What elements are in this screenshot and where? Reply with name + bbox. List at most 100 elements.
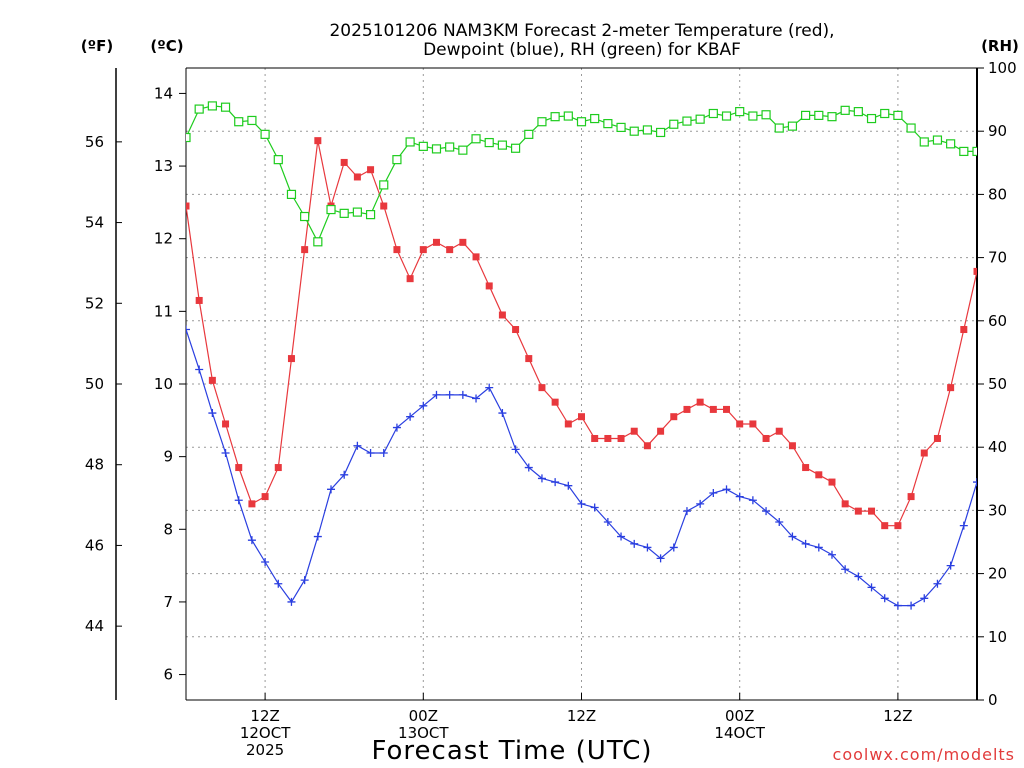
- 2-meter-temperature-point: [564, 420, 572, 428]
- dewpoint-point: [234, 496, 243, 505]
- 2-meter-temperature-point: [854, 507, 862, 515]
- dewpoint-point: [564, 481, 573, 490]
- rh-point: [708, 108, 718, 119]
- 2-meter-temperature-point: [643, 442, 651, 450]
- 2-meter-temperature-point: [775, 427, 783, 435]
- rh-point: [669, 119, 679, 129]
- 2-meter-temperature-point: [393, 246, 401, 254]
- celsius-tick-label: 12: [154, 230, 173, 248]
- rh-point: [194, 104, 204, 114]
- fahrenheit-tick-label: 56: [85, 133, 104, 151]
- 2-meter-temperature-point: [446, 246, 454, 254]
- 2-meter-temperature-point: [380, 202, 388, 210]
- 2-meter-temperature-point: [670, 413, 678, 421]
- dewpoint-point: [630, 539, 639, 548]
- 2-meter-temperature-point: [683, 405, 691, 413]
- rh-point: [273, 155, 283, 165]
- 2-meter-temperature-point: [709, 405, 717, 413]
- dewpoint-point: [313, 532, 322, 541]
- dewpoint-point: [340, 470, 349, 479]
- dewpoint-point: [590, 503, 599, 512]
- time-tick-label: 00Z: [409, 707, 438, 725]
- 2-meter-temperature-point: [261, 493, 269, 501]
- rh-point: [774, 123, 784, 133]
- plot-area: [186, 101, 977, 610]
- dewpoint-point: [195, 365, 204, 374]
- celsius-tick-label: 10: [154, 375, 173, 393]
- celsius-tick-label: 11: [154, 302, 173, 320]
- rh-point: [787, 121, 798, 131]
- rh-point: [932, 135, 943, 145]
- dewpoint-point: [577, 499, 586, 508]
- 2-meter-temperature-point: [802, 464, 810, 472]
- dewpoint-point: [907, 601, 916, 610]
- rh-point: [959, 146, 969, 157]
- rh-point: [471, 134, 481, 144]
- fahrenheit-tick-label: 48: [85, 456, 104, 474]
- celsius-tick-label: 14: [154, 84, 173, 102]
- dewpoint-point: [854, 572, 863, 581]
- rh-tick-label: 70: [988, 249, 1007, 267]
- rh-point: [893, 110, 903, 121]
- dewpoint-point: [551, 478, 560, 487]
- dewpoint-point: [775, 518, 784, 527]
- rh-unit-label: (RH): [981, 37, 1019, 55]
- 2-meter-temperature-point: [340, 158, 348, 166]
- 2-meter-temperature-point: [301, 246, 309, 254]
- rh-point: [458, 145, 468, 155]
- rh-point: [946, 139, 956, 149]
- 2-meter-temperature-point: [841, 500, 849, 508]
- rh-point: [906, 123, 916, 133]
- rh-point: [629, 126, 639, 136]
- 2-meter-temperature-point: [551, 398, 559, 406]
- 2-meter-temperature-point: [525, 355, 533, 363]
- rh-point: [801, 110, 811, 121]
- dewpoint-point: [841, 565, 850, 574]
- 2-meter-temperature-point: [696, 398, 704, 406]
- 2-meter-temperature-point: [406, 275, 414, 283]
- dewpoint-point: [788, 532, 797, 541]
- rh-tick-label: 20: [988, 565, 1007, 583]
- dewpoint-point: [735, 492, 744, 501]
- rh-point: [220, 102, 231, 112]
- dewpoint-point: [537, 474, 546, 483]
- dewpoint-line: [186, 329, 977, 607]
- rh-point: [655, 127, 666, 138]
- 2-meter-temperature-point: [419, 246, 427, 254]
- 2-meter-temperature-point: [274, 464, 282, 472]
- celsius-tick-label: 13: [154, 157, 173, 175]
- dewpoint-point: [186, 325, 190, 334]
- 2-meter-temperature-point: [472, 253, 480, 261]
- 2-meter-temperature-point: [604, 434, 612, 442]
- 2-meter-temperature-point: [657, 427, 665, 435]
- rh-tick-label: 40: [988, 438, 1007, 456]
- dewpoint-point: [762, 507, 771, 516]
- rh-point: [431, 144, 442, 154]
- rh-point: [735, 107, 745, 117]
- fahrenheit-tick-label: 50: [85, 375, 104, 393]
- rh-point: [339, 208, 349, 218]
- 2-meter-temperature-point: [432, 238, 440, 246]
- dewpoint-point: [669, 543, 678, 552]
- dewpoint-point: [208, 409, 217, 418]
- rh-tick-label: 10: [988, 628, 1007, 646]
- 2-meter-temperature-point: [314, 137, 322, 145]
- rh-point: [445, 142, 455, 152]
- dewpoint-point: [274, 579, 283, 588]
- rh-point: [642, 125, 653, 135]
- dewpoint-point: [933, 579, 942, 588]
- 2-meter-temperature-point: [920, 449, 928, 457]
- rh-point: [207, 101, 217, 111]
- gridlines: [186, 68, 977, 700]
- dewpoint-point: [261, 557, 270, 566]
- rh-tick-label: 0: [988, 691, 998, 709]
- 2-meter-temperature-point: [498, 311, 506, 319]
- rh-tick-label: 100: [988, 59, 1017, 77]
- dewpoint-point: [603, 518, 612, 527]
- axes: 6 7 8 9 10 11 12 13 14 44 46 48 50 52 54 56 0 10 20 30 40 50 6…: [85, 59, 1017, 759]
- dewpoint-point: [366, 449, 375, 458]
- fahrenheit-tick-label: 44: [85, 617, 104, 635]
- rh-point: [484, 137, 494, 148]
- 2-meter-temperature-point: [762, 434, 770, 442]
- dewpoint-point: [445, 390, 454, 399]
